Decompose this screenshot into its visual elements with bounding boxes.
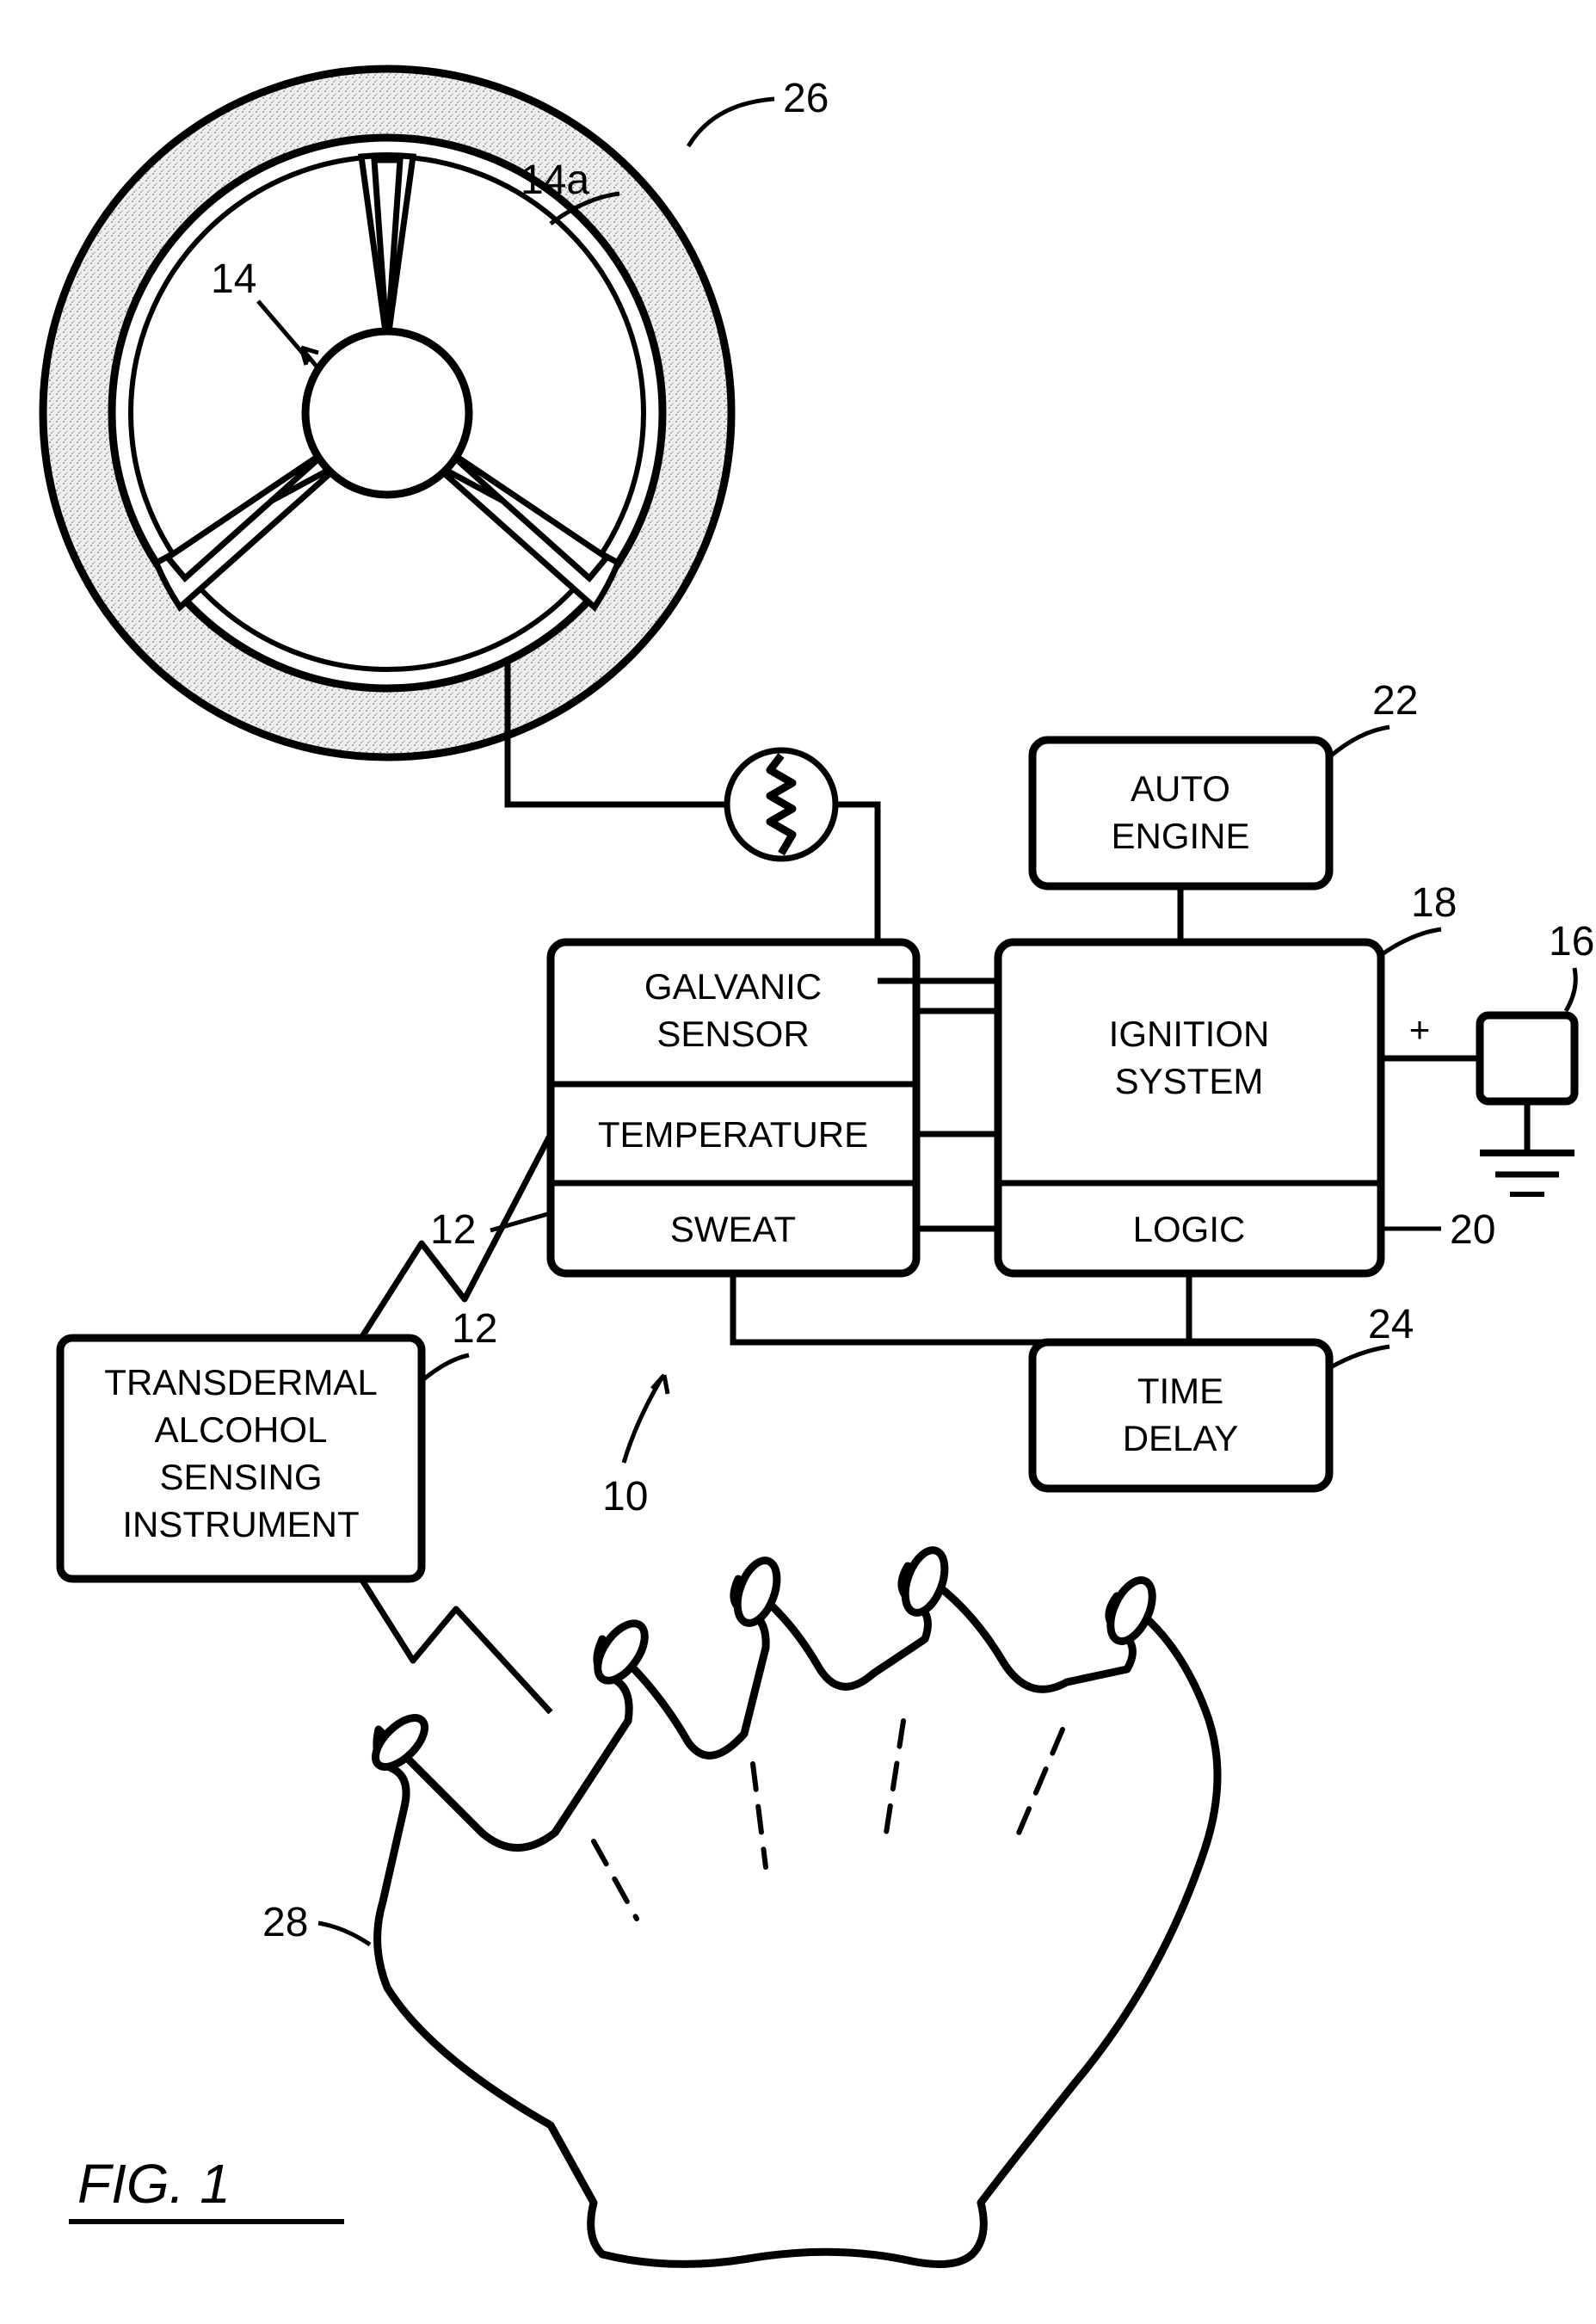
ref-14a: 14a [521, 157, 589, 203]
sweat-text: SWEAT [670, 1209, 796, 1249]
auto-engine-text-2: ENGINE [1111, 816, 1249, 856]
ref-20: 20 [1450, 1207, 1495, 1253]
steering-wheel [43, 69, 731, 757]
instr-text-3: SENSING [159, 1457, 322, 1497]
time-delay-text-1: TIME [1137, 1371, 1223, 1411]
ref-28: 28 [262, 1900, 308, 1945]
ref-12a: 12 [430, 1207, 476, 1253]
instrument-block: TRANSDERMAL ALCOHOL SENSING INSTRUMENT [60, 1338, 422, 1579]
ref-16: 16 [1549, 919, 1594, 965]
galvanic-text-2: SENSOR [656, 1014, 809, 1054]
instr-text-1: TRANSDERMAL [104, 1362, 377, 1402]
diagram-svg: AUTO ENGINE IGNITION SYSTEM LOGIC + GALV… [0, 0, 1596, 2324]
instr-text-4: INSTRUMENT [122, 1504, 359, 1544]
auto-engine-block: AUTO ENGINE [1032, 740, 1329, 886]
time-delay-text-2: DELAY [1123, 1418, 1239, 1458]
plus-sign: + [1409, 1009, 1431, 1050]
battery: + [1381, 1009, 1574, 1194]
instr-text-2: ALCOHOL [155, 1409, 328, 1450]
ref-12b: 12 [452, 1306, 497, 1352]
ref-22: 22 [1372, 678, 1418, 724]
galvanic-text-1: GALVANIC [644, 966, 822, 1007]
ref-18: 18 [1411, 880, 1457, 926]
ignition-text-1: IGNITION [1109, 1014, 1270, 1054]
sensor-stack: GALVANIC SENSOR TEMPERATURE SWEAT [551, 942, 916, 1273]
auto-engine-text-1: AUTO [1131, 768, 1230, 809]
ref-14: 14 [211, 256, 256, 302]
ignition-logic-block: IGNITION SYSTEM LOGIC [998, 942, 1381, 1273]
temperature-text: TEMPERATURE [598, 1114, 868, 1155]
ref-10: 10 [602, 1474, 648, 1520]
time-delay-block: TIME DELAY [1032, 1342, 1329, 1489]
ignition-text-2: SYSTEM [1115, 1061, 1264, 1101]
logic-text: LOGIC [1133, 1209, 1246, 1249]
figure-label: FIG. 1 [77, 2153, 231, 2215]
ref-26: 26 [783, 76, 829, 121]
ref-24: 24 [1368, 1302, 1414, 1347]
